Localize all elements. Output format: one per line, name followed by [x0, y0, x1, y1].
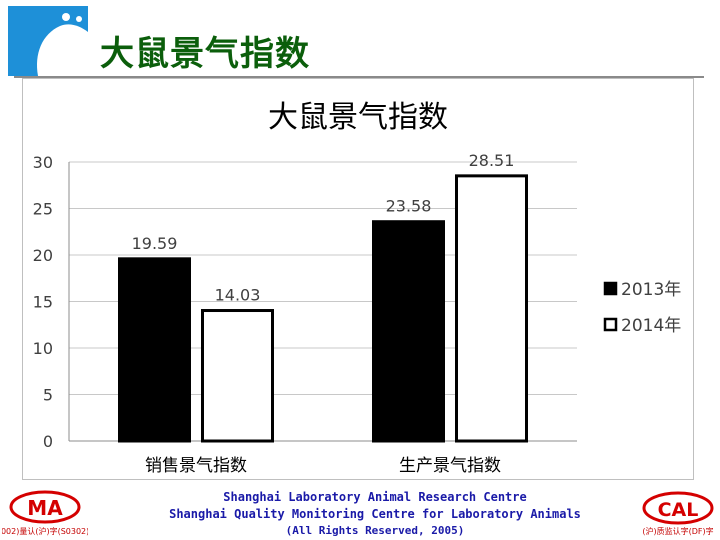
legend-swatch — [603, 317, 618, 332]
x-category-label: 销售景气指数 — [145, 456, 247, 476]
data-label: 23.58 — [386, 197, 432, 216]
bar — [118, 257, 191, 443]
x-category-label: 生产景气指数 — [399, 456, 501, 476]
footer-line-3: (All Rights Reserved, 2005) — [285, 524, 465, 537]
chart-container: 大鼠景气指数 0 5 10 15 20 25 30 19.59 14.03 23.58 28.51… — [22, 78, 694, 480]
ma-logo-text: MA — [27, 496, 63, 520]
legend-label: 2013年 — [621, 280, 681, 300]
bar — [372, 220, 445, 443]
bars — [118, 174, 528, 443]
footer-line-2: Shanghai Quality Monitoring Centre for L… — [169, 507, 581, 521]
data-label: 14.03 — [215, 286, 261, 305]
y-tick-label: 5 — [43, 386, 53, 405]
organization-logo — [8, 6, 88, 76]
title-divider — [14, 76, 704, 78]
footer-line-1: Shanghai Laboratory Animal Research Cent… — [223, 490, 527, 504]
y-tick-label: 30 — [33, 153, 53, 172]
cal-logo-text: CAL — [658, 499, 699, 521]
legend-swatch — [603, 281, 618, 296]
bar — [455, 174, 528, 443]
y-tick-label: 20 — [33, 246, 53, 265]
legend-label: 2014年 — [621, 316, 681, 336]
y-axis-ticks: 0 5 10 15 20 25 30 — [33, 153, 53, 451]
data-labels: 19.59 14.03 23.58 28.51 — [132, 151, 515, 305]
y-tick-label: 25 — [33, 200, 53, 219]
legend: 2013年 2014年 — [603, 280, 681, 336]
data-label: 19.59 — [132, 234, 178, 253]
bar-chart: 大鼠景气指数 0 5 10 15 20 25 30 19.59 14.03 23.58 28.51… — [33, 100, 682, 476]
bar — [201, 309, 274, 443]
y-tick-label: 10 — [33, 339, 53, 358]
ma-certification-logo: MA (2002)量认(沪)字(S0302)号 — [2, 490, 88, 538]
y-tick-label: 15 — [33, 293, 53, 312]
y-tick-label: 0 — [43, 432, 53, 451]
chart-title: 大鼠景气指数 — [268, 100, 448, 135]
cal-certification-logo: CAL (沪)质监认字(DF)字 — [638, 490, 718, 538]
footer: MA (2002)量认(沪)字(S0302)号 Shanghai Laborat… — [0, 486, 720, 540]
slide-title: 大鼠景气指数 — [100, 34, 310, 74]
ma-logo-caption: (2002)量认(沪)字(S0302)号 — [2, 526, 88, 536]
x-axis-categories: 销售景气指数 生产景气指数 — [145, 456, 501, 476]
data-label: 28.51 — [469, 151, 515, 170]
cal-logo-caption: (沪)质监认字(DF)字 — [642, 526, 713, 536]
